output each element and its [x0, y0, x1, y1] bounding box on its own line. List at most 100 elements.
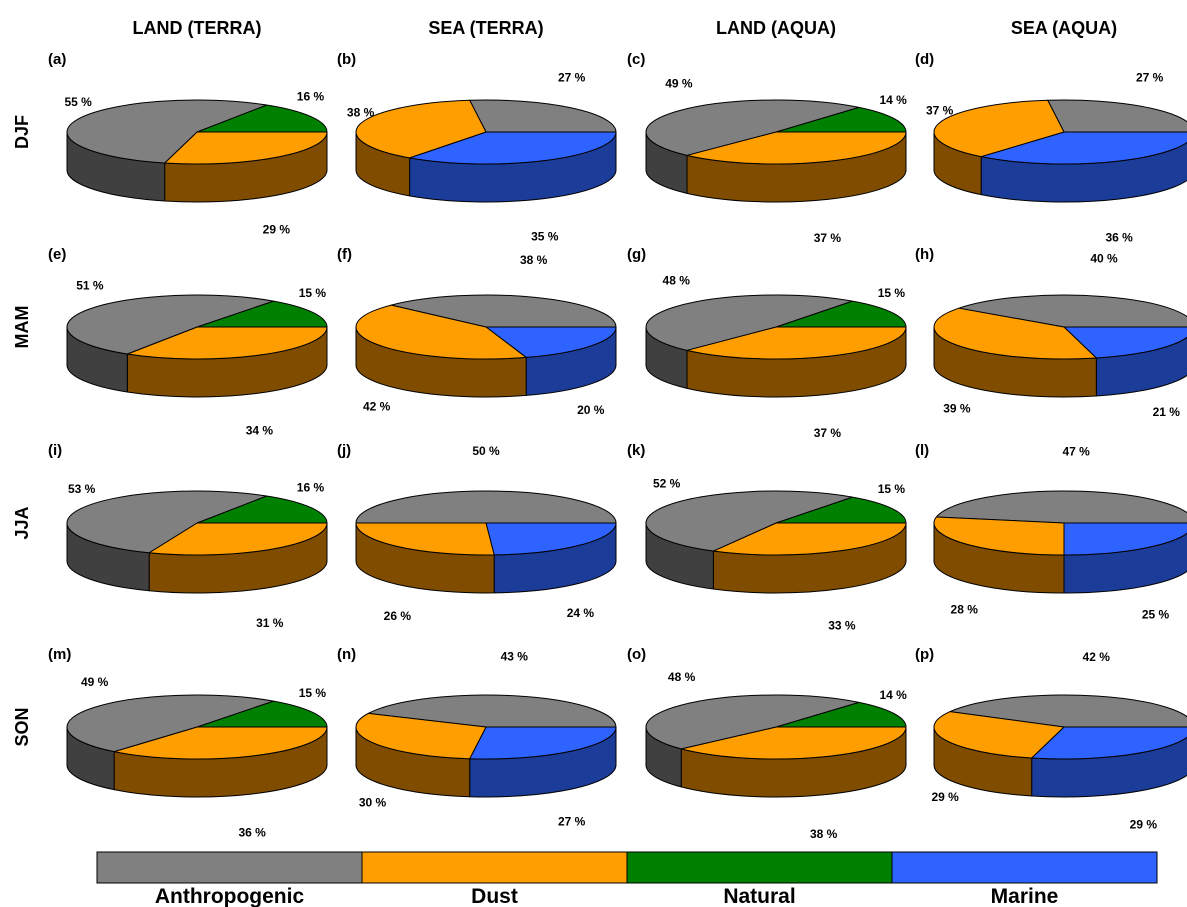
pie-slice-marine — [1063, 522, 1187, 556]
slice-label-marine: 27 % — [558, 815, 586, 829]
pie-slice-natural — [196, 300, 328, 328]
pie-slice-anthropogenic — [958, 294, 1187, 328]
pie-panel-d: (d) 36 % 27 % 37 % — [915, 51, 1187, 244]
pie-panel-m: (m) 36 % 15 % 49 % — [48, 646, 328, 839]
pie-slice-anthropogenic — [935, 490, 1187, 524]
slice-label-anthropogenic: 49 % — [665, 77, 693, 91]
row-title-jja: JJA — [12, 506, 32, 539]
pie-panel-h: (h) 21 % 40 % 39 % — [915, 246, 1187, 419]
column-title-land-aqua: LAND (AQUA) — [716, 18, 836, 38]
pie-slice-dust — [113, 726, 328, 760]
panel-letter: (o) — [627, 646, 646, 663]
pie-slice-dust — [148, 522, 328, 556]
legend-label-natural: Natural — [723, 885, 795, 907]
slice-label-anthropogenic: 48 % — [663, 273, 691, 287]
pie-slice-dust — [933, 99, 1065, 158]
slice-label-natural: 15 % — [878, 286, 906, 300]
slice-label-natural: 16 % — [297, 89, 325, 103]
slice-label-anthropogenic: 27 % — [1136, 70, 1164, 84]
slice-label-dust: 26 % — [384, 609, 412, 623]
pie-slice-anthropogenic — [949, 694, 1187, 728]
pie-panel-b: (b) 35 % 27 % 38 % — [337, 51, 617, 243]
pie-panel-n: (n) 27 % 43 % 30 % — [337, 646, 617, 829]
pie-slice-dust — [686, 131, 907, 165]
slice-label-dust: 29 % — [263, 222, 291, 236]
column-titles: LAND (TERRA) SEA (TERRA) LAND (AQUA) SEA (A… — [133, 18, 1118, 38]
row-title-mam: MAM — [12, 306, 32, 349]
legend-swatch-anthropogenic — [96, 851, 363, 884]
slice-label-natural: 15 % — [878, 482, 906, 496]
legend-swatch-marine — [891, 851, 1158, 884]
slice-label-natural: 15 % — [299, 686, 327, 700]
pie-slice-marine — [469, 726, 617, 760]
pie-panel-a: (a) 29 % 16 % 55 % — [48, 51, 328, 236]
panel-letter: (i) — [48, 442, 62, 459]
slice-label-marine: 29 % — [1130, 817, 1158, 831]
pie-slice-dust — [686, 326, 907, 360]
legend-swatch-natural — [626, 851, 893, 884]
pie-slice-anthropogenic — [355, 490, 617, 524]
pie-slice-dust — [933, 516, 1065, 556]
pie-slice-natural — [196, 700, 328, 728]
legend-swatch-dust — [361, 851, 628, 884]
pie-panel-e: (e) 34 % 15 % 51 % — [48, 246, 328, 437]
legend: Anthropogenic Dust Natural Marine — [96, 851, 1158, 907]
column-title-sea-terra: SEA (TERRA) — [428, 18, 543, 38]
pie-slice-natural — [775, 300, 907, 328]
pie-panel-k: (k) 33 % 15 % 52 % — [627, 442, 907, 632]
slice-label-anthropogenic: 50 % — [472, 444, 500, 458]
legend-label-dust: Dust — [471, 885, 518, 907]
slice-label-anthropogenic: 55 % — [64, 95, 92, 109]
slice-label-anthropogenic: 48 % — [668, 670, 696, 684]
pie-slice-anthropogenic — [367, 694, 617, 728]
slice-label-anthropogenic: 53 % — [68, 482, 96, 496]
pie-slice-anthropogenic — [66, 294, 274, 355]
panel-letter: (k) — [627, 442, 645, 459]
pie-slice-anthropogenic — [645, 694, 860, 750]
pie-slice-marine — [409, 131, 617, 165]
slice-label-anthropogenic: 43 % — [501, 650, 529, 664]
panel-letter: (d) — [915, 51, 934, 68]
pie-slice-dust — [164, 131, 328, 165]
slice-label-dust: 33 % — [828, 618, 856, 632]
slice-label-dust: 38 % — [347, 106, 375, 120]
pie-slice-anthropogenic — [645, 294, 853, 351]
pie-slice-dust — [355, 99, 487, 159]
slice-label-dust: 34 % — [246, 423, 274, 437]
slice-label-dust: 30 % — [359, 796, 387, 810]
pie-slice-anthropogenic — [645, 99, 860, 156]
pie-slice-natural — [775, 701, 907, 728]
column-title-land-terra: LAND (TERRA) — [133, 18, 262, 38]
row-title-djf: DJF — [12, 115, 32, 149]
slice-label-dust: 36 % — [238, 825, 266, 839]
slice-label-natural: 14 % — [879, 688, 907, 702]
pie-slice-dust — [712, 522, 907, 556]
pie-panel-l: (l) 25 % 47 % 28 % — [915, 442, 1187, 621]
pie-slice-anthropogenic — [66, 99, 268, 164]
slice-label-marine: 20 % — [577, 403, 605, 417]
pie-slice-marine — [485, 326, 617, 358]
slice-label-dust: 39 % — [943, 401, 971, 415]
slice-label-marine: 25 % — [1142, 607, 1170, 621]
panel-letter: (e) — [48, 246, 66, 263]
pie-panel-j: (j) 24 % 50 % 26 % — [337, 442, 617, 623]
pie-slice-dust — [933, 307, 1097, 360]
legend-label-marine: Marine — [991, 885, 1059, 907]
pie-slice-dust — [680, 726, 907, 760]
panel-letter: (l) — [915, 442, 929, 459]
pie-slice-dust — [355, 712, 487, 760]
panel-letter: (b) — [337, 51, 356, 68]
row-titles: DJF MAM JJA SON — [12, 115, 32, 747]
pie-slice-dust — [933, 711, 1065, 759]
pie-panel-c: (c) 37 % 14 % 49 % — [627, 51, 907, 245]
pie-slice-marine — [1063, 326, 1187, 359]
panel-letter: (p) — [915, 646, 934, 663]
slice-label-marine: 21 % — [1153, 405, 1181, 419]
slice-label-natural: 16 % — [297, 480, 325, 494]
pie-slice-anthropogenic — [469, 99, 617, 133]
pie-slice-natural — [775, 106, 907, 133]
panel-letter: (c) — [627, 51, 645, 68]
pie-slice-anthropogenic — [66, 490, 268, 554]
pie-panel-f: (f) 20 % 38 % 42 % — [337, 246, 617, 417]
